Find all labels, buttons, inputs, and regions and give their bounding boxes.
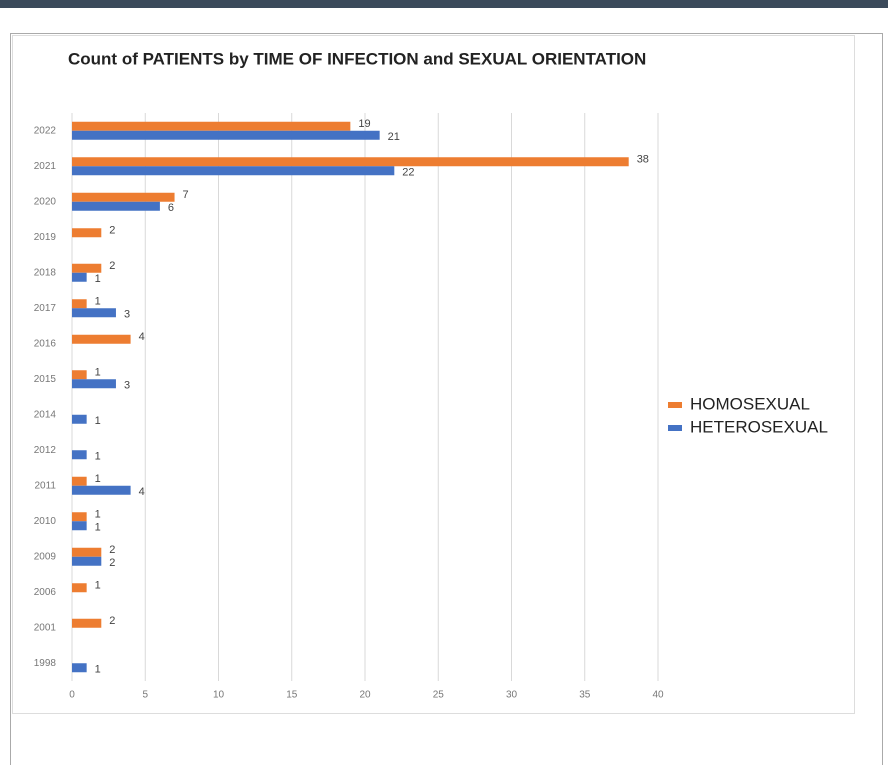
data-label: 38 [637,154,649,166]
y-tick-label: 2006 [34,587,57,598]
legend-label: HOMOSEXUAL [690,394,810,413]
chart-title: Count of PATIENTS by TIME OF INFECTION a… [68,49,646,68]
y-tick-label: 2010 [34,516,57,527]
bar [72,370,87,380]
data-label: 2 [109,557,115,569]
data-label: 2 [109,225,115,237]
y-tick-label: 2017 [34,303,57,314]
bar [72,618,102,628]
data-label: 1 [95,473,101,485]
bar [72,583,87,593]
y-tick-label: 1998 [34,658,57,669]
data-label: 3 [124,309,130,321]
bar [72,166,395,176]
bar [72,157,629,167]
data-label: 4 [139,486,145,498]
data-label: 2 [109,615,115,627]
data-label: 1 [95,522,101,534]
bar [72,308,116,318]
bar [72,547,102,557]
x-tick-label: 30 [506,690,518,701]
x-tick-label: 35 [579,690,591,701]
legend-label: HETEROSEXUAL [690,417,828,436]
data-label: 2 [109,260,115,272]
data-label: 1 [95,664,101,676]
data-label: 1 [95,509,101,521]
bar [72,272,87,282]
data-label: 1 [95,415,101,427]
bar [72,521,87,531]
bar [72,379,116,389]
data-label: 4 [139,331,145,343]
bar [72,334,131,344]
y-tick-label: 2020 [34,196,57,207]
x-tick-label: 40 [652,690,664,701]
y-tick-label: 2011 [34,480,56,491]
x-tick-label: 5 [142,690,148,701]
data-label: 1 [95,367,101,379]
bar [72,512,87,522]
data-label: 19 [358,118,370,130]
legend-swatch [668,425,682,431]
y-tick-label: 2009 [34,551,57,562]
data-label: 22 [402,167,414,179]
bar [72,414,87,424]
bar [72,192,175,202]
x-tick-label: 15 [286,690,298,701]
y-tick-label: 2001 [34,622,57,633]
data-label: 21 [388,131,400,143]
bar [72,201,160,211]
x-tick-label: 10 [213,690,225,701]
bar [72,450,87,460]
x-tick-label: 0 [69,690,75,701]
bar [72,485,131,495]
data-label: 1 [95,296,101,308]
data-label: 7 [183,189,189,201]
bar [72,263,102,273]
y-tick-label: 2022 [34,125,57,136]
data-label: 6 [168,202,174,214]
y-tick-label: 2018 [34,267,57,278]
data-label: 1 [95,451,101,463]
legend-swatch [668,402,682,408]
x-tick-label: 20 [359,690,371,701]
y-tick-label: 2014 [34,409,57,420]
bar [72,299,87,309]
bar [72,476,87,486]
bar [72,663,87,673]
bar [72,130,380,140]
x-tick-label: 25 [433,690,445,701]
data-label: 3 [124,380,130,392]
y-tick-label: 2019 [34,232,57,243]
top-bar [0,0,888,8]
data-label: 2 [109,544,115,556]
y-tick-label: 2016 [34,338,57,349]
y-tick-label: 2021 [34,161,57,172]
data-label: 1 [95,580,101,592]
bar [72,556,102,566]
data-label: 1 [95,273,101,285]
y-tick-label: 2015 [34,374,57,385]
bar [72,121,351,131]
bar [72,228,102,238]
chart-panel [12,35,855,714]
y-tick-label: 2012 [34,445,57,456]
